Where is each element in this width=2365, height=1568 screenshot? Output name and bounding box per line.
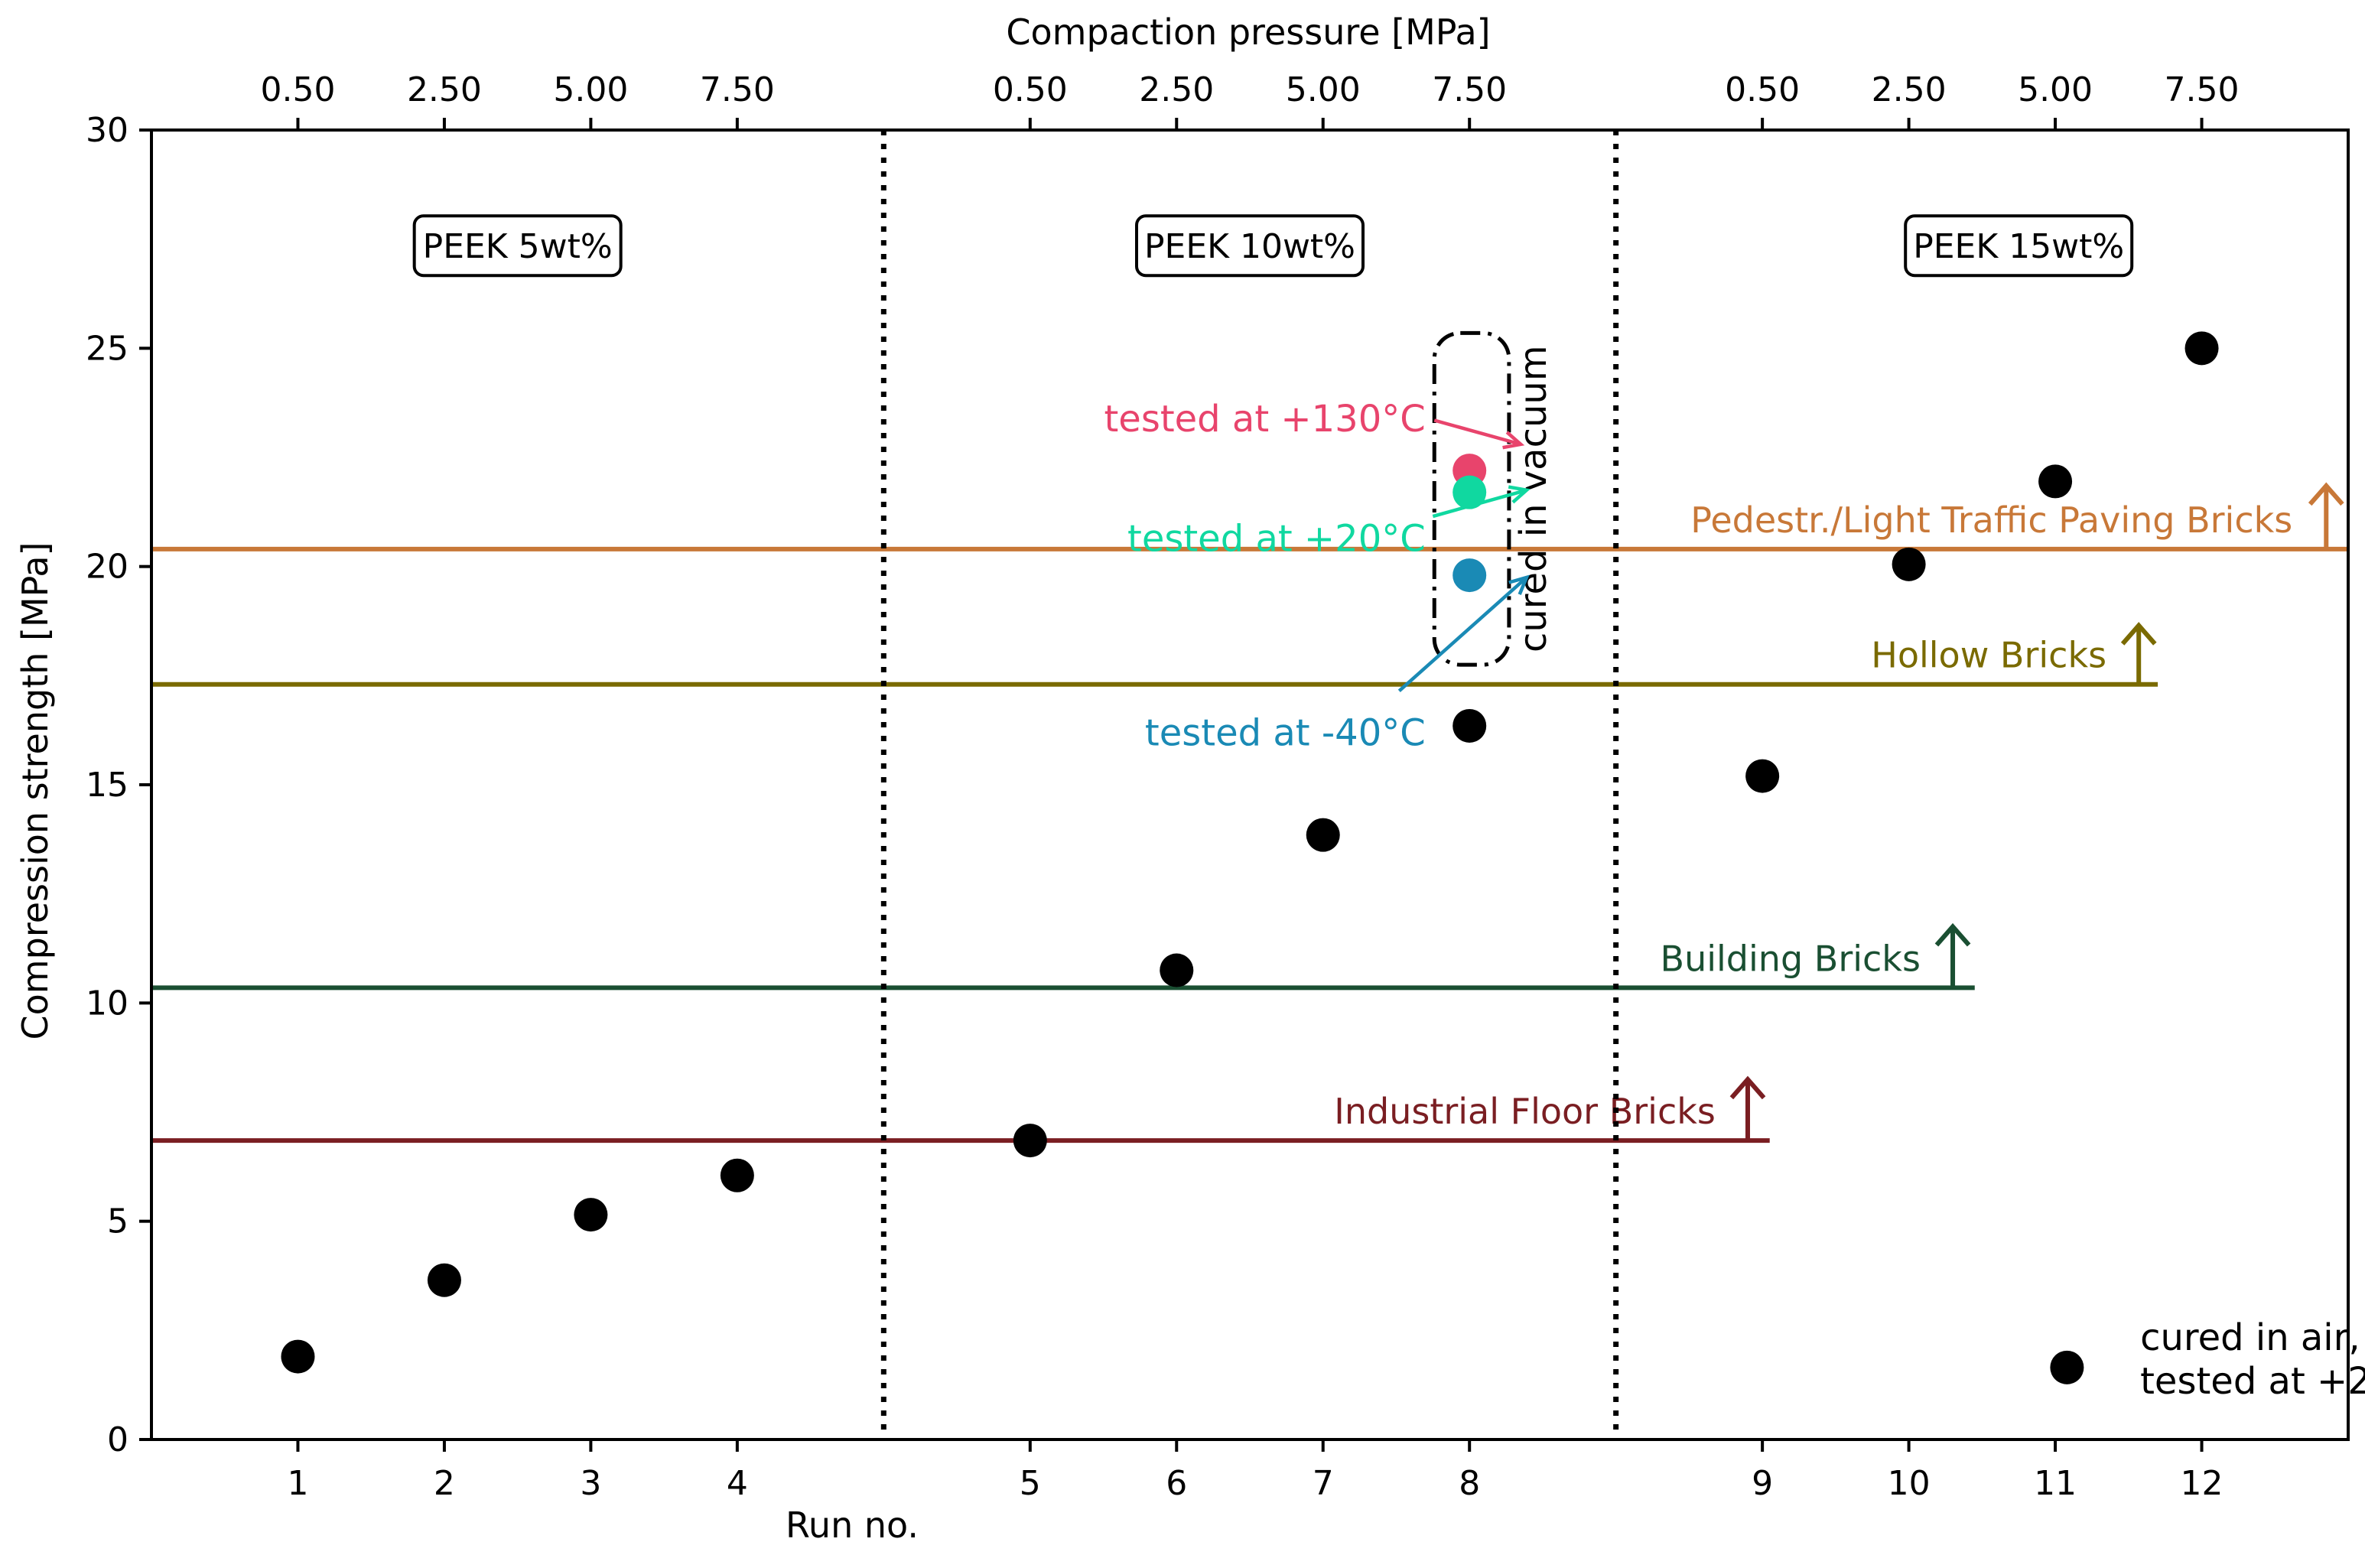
point-series1-11 (2038, 464, 2073, 499)
annotation-arrowhead-3 (1508, 574, 1530, 595)
annotation-text-2: tested at +20°C (1127, 518, 1426, 561)
top-tick-label: 0.50 (993, 70, 1068, 109)
group-label-1: PEEK 5wt% (423, 227, 613, 266)
x-tick-label: 4 (727, 1464, 748, 1503)
annotation-arrowhead-2 (1508, 485, 1531, 504)
y-tick-label: 5 (107, 1202, 128, 1241)
x-axis-title: Run no. (786, 1505, 919, 1546)
threshold-arrowhead-pedestr-light-traffic-paving-bricks (2308, 482, 2344, 506)
top-tick-label: 5.00 (1286, 70, 1361, 109)
group-label-box-2 (1135, 214, 1365, 278)
vacuum-box-outline (1432, 330, 1511, 667)
top-tick-label: 2.50 (407, 70, 482, 109)
top-tick-label: 2.50 (1139, 70, 1214, 109)
point-series1-8 (1453, 708, 1487, 743)
annotations: tested at +130°C tested at +20°C tested at… (1104, 398, 1531, 755)
x-tick-label: 9 (1752, 1464, 1773, 1503)
point-series1-3 (574, 1198, 608, 1232)
group-dividers (880, 130, 1619, 1440)
threshold-arrowhead-industrial-floor-bricks (1729, 1075, 1766, 1100)
y-tick-label: 25 (86, 329, 128, 368)
x-tick-label: 7 (1313, 1464, 1334, 1503)
annotation-text-1: tested at +130°C (1104, 398, 1425, 441)
x-tick-label: 8 (1459, 1464, 1480, 1503)
x-tick-label: 5 (1020, 1464, 1041, 1503)
y-axis-title: Compression strength [MPa] (15, 542, 56, 1040)
group-label-3: PEEK 15wt% (1913, 227, 2124, 266)
axis-ticks: 0 5 10 15 20 25 30 1 0.50 2 2.50 3 5.00 4 7.50 5 0.50 6 2.… (15, 11, 2240, 1546)
top-axis-title: Compaction pressure [MPa] (1006, 11, 1490, 53)
point-series1-9 (1745, 759, 1780, 793)
legend-marker (2050, 1350, 2084, 1384)
point-series1-4 (720, 1158, 754, 1192)
point-series1-2 (427, 1263, 461, 1297)
top-tick-label: 0.50 (260, 70, 335, 109)
point-series1-6 (1160, 953, 1194, 987)
y-tick-label: 0 (107, 1420, 128, 1459)
group-label-2: PEEK 10wt% (1144, 227, 1355, 266)
threshold-arrowhead-building-bricks (1934, 922, 1971, 947)
annotation-arrow-3 (1397, 576, 1528, 692)
annotation-arrowhead-1 (1502, 431, 1525, 450)
x-tick-label: 12 (2181, 1464, 2223, 1503)
point-series4-1 (1453, 558, 1487, 593)
top-tick-label: 0.50 (1725, 70, 1800, 109)
top-tick-label: 5.00 (2018, 70, 2093, 109)
x-tick-label: 2 (434, 1464, 455, 1503)
threshold-lines: Pedestr./Light Traffic Paving Bricks Holl… (151, 482, 2348, 1143)
legend-line2: tested at +20°C (2140, 1360, 2365, 1403)
x-tick-label: 6 (1166, 1464, 1187, 1503)
annotation-arrow-2 (1432, 488, 1527, 519)
legend-line1: cured in air, (2140, 1316, 2360, 1359)
top-tick-label: 2.50 (1872, 70, 1947, 109)
x-tick-label: 11 (2034, 1464, 2077, 1503)
threshold-arrowhead-hollow-bricks (2120, 622, 2157, 646)
top-tick-label: 7.50 (700, 70, 775, 109)
top-tick-label: 7.50 (1432, 70, 1507, 109)
annotation-text-3: tested at -40°C (1145, 712, 1426, 755)
point-series1-12 (2184, 331, 2219, 366)
y-tick-label: 15 (86, 766, 128, 805)
plot-frame-rect (150, 128, 2350, 1441)
point-series1-1 (281, 1339, 315, 1374)
threshold-label-hollow-bricks: Hollow Bricks (1871, 635, 2106, 676)
y-tick-label: 10 (86, 984, 128, 1023)
top-tick-label: 5.00 (553, 70, 628, 109)
point-series3-1 (1453, 475, 1487, 509)
group-label-box-3 (1904, 214, 2134, 278)
point-series1-7 (1306, 818, 1340, 852)
threshold-label-industrial-floor-bricks: Industrial Floor Bricks (1334, 1091, 1716, 1132)
x-tick-label: 3 (580, 1464, 601, 1503)
group-labels: PEEK 5wt% PEEK 10wt% PEEK 15wt% (412, 214, 2134, 278)
threshold-label-building-bricks: Building Bricks (1661, 938, 1921, 979)
threshold-label-pedestr-light-traffic-paving-bricks: Pedestr./Light Traffic Paving Bricks (1690, 499, 2292, 541)
point-series1-10 (1892, 547, 1926, 581)
x-tick-label: 1 (287, 1464, 308, 1503)
plot-frame (150, 128, 2350, 1441)
y-tick-label: 20 (86, 548, 128, 587)
annotation-arrow-1 (1433, 418, 1521, 447)
point-series1-5 (1013, 1124, 1047, 1158)
legend: cured in air,tested at +20°C (2050, 1316, 2365, 1403)
group-label-box-1 (412, 214, 623, 278)
x-tick-label: 10 (1888, 1464, 1931, 1503)
top-tick-label: 7.50 (2165, 70, 2240, 109)
y-tick-label: 30 (86, 111, 128, 150)
data-points (281, 331, 2219, 1374)
